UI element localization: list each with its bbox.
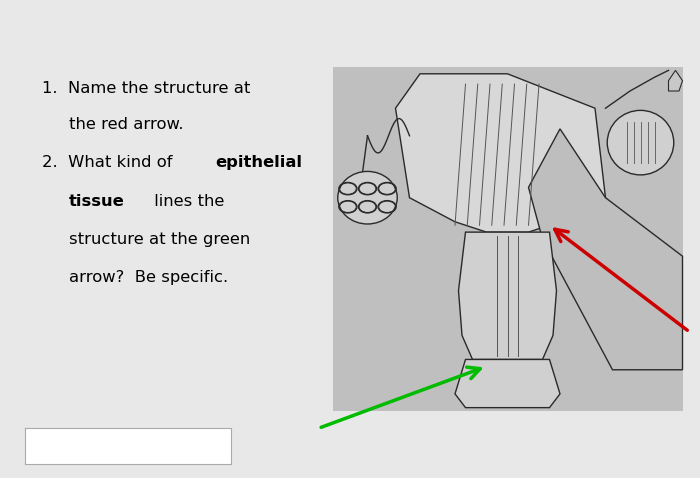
Text: arrow?  Be specific.: arrow? Be specific. bbox=[69, 270, 228, 285]
Text: tissue: tissue bbox=[69, 194, 125, 208]
Polygon shape bbox=[528, 129, 682, 370]
Polygon shape bbox=[668, 70, 682, 91]
Bar bbox=[332, 67, 682, 411]
Text: lines the: lines the bbox=[149, 194, 225, 208]
Polygon shape bbox=[455, 359, 560, 408]
Text: epithelial: epithelial bbox=[215, 155, 302, 170]
Polygon shape bbox=[458, 232, 556, 359]
Text: the red arrow.: the red arrow. bbox=[69, 117, 183, 132]
Text: structure at the green: structure at the green bbox=[69, 232, 250, 247]
Polygon shape bbox=[395, 74, 606, 232]
Text: 2.  What kind of: 2. What kind of bbox=[42, 155, 178, 170]
Text: 1.  Name the structure at: 1. Name the structure at bbox=[42, 81, 251, 96]
Ellipse shape bbox=[337, 172, 398, 224]
Ellipse shape bbox=[608, 110, 673, 175]
